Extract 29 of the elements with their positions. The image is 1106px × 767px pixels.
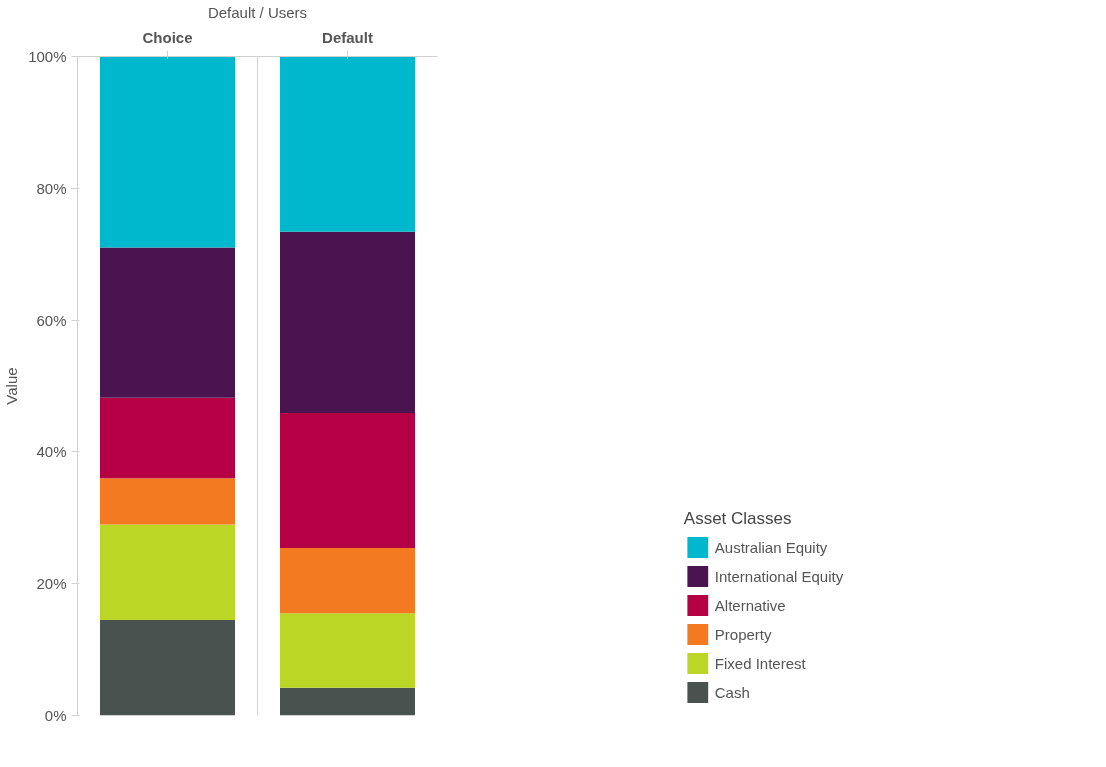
x-tick-label: Choice: [142, 28, 193, 46]
legend-label: Property: [714, 625, 772, 643]
legend-label: Fixed Interest: [714, 654, 806, 672]
legend-label: International Equity: [714, 567, 844, 585]
y-tick-label: 60%: [36, 311, 67, 329]
bar: [100, 247, 235, 398]
y-tick-label: 0%: [44, 707, 67, 724]
bar: [280, 613, 415, 688]
bar: [100, 56, 235, 248]
bar: [100, 524, 235, 620]
legend-label: Australian Equity: [714, 538, 828, 556]
legend-label: Alternative: [714, 596, 786, 614]
y-axis-title: Value: [3, 367, 21, 405]
legend-label: Cash: [714, 683, 750, 701]
bar: [100, 397, 235, 479]
y-tick-label: 100%: [28, 48, 67, 65]
bar: [100, 619, 235, 716]
x-axis-title: Default / Users: [207, 3, 308, 21]
bar: [280, 56, 415, 232]
x-tick-label: Default: [322, 28, 373, 46]
y-tick-label: 40%: [36, 443, 67, 461]
bar: [100, 478, 235, 525]
bar: [280, 548, 415, 614]
bar: [280, 231, 415, 414]
bar: [280, 687, 415, 716]
y-tick-label: 20%: [36, 575, 67, 593]
bar: [280, 413, 415, 549]
y-tick-label: 80%: [36, 179, 67, 197]
legend-title: Asset Classes: [683, 509, 793, 529]
